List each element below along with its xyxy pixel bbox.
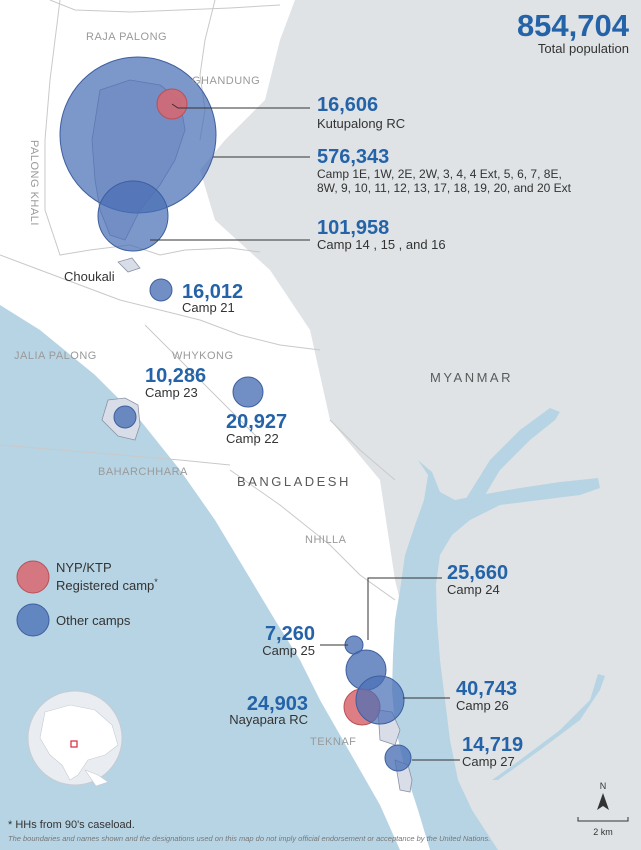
legend-other-label: Other camps <box>56 613 131 628</box>
camp-circle-23 <box>113 405 137 429</box>
camp-name-line1: Camp 1E, 1W, 2E, 2W, 3, 4, 4 Ext, 5, 6, … <box>317 167 562 181</box>
camp-label-21: 16,012 Camp 21 <box>182 281 243 315</box>
country-bangladesh: BANGLADESH <box>237 474 351 489</box>
camp-name: Camp 26 <box>456 698 509 713</box>
camp-value: 40,743 <box>456 678 517 700</box>
region-choukali: Choukali <box>64 269 115 284</box>
camp-name: Camp 27 <box>462 754 515 769</box>
legend-registered-swatch <box>16 560 50 594</box>
region-teknaf: TEKNAF <box>310 736 356 748</box>
naf-river <box>392 460 600 850</box>
camp-name: Camp 25 <box>262 643 315 658</box>
camp-label-27: 14,719 Camp 27 <box>462 734 523 769</box>
camp-name: Camp 14 , 15 , and 16 <box>317 237 446 252</box>
north-arrow-icon: N <box>597 781 609 810</box>
camp-label-kutupalong: 16,606 Kutupalong RC <box>317 94 405 131</box>
country-myanmar: MYANMAR <box>430 370 513 385</box>
svg-text:2 km: 2 km <box>593 827 613 837</box>
camp-value: 14,719 <box>462 734 523 756</box>
legend: NYP/KTP Registered camp* Other camps <box>16 560 158 637</box>
camp-label-25: 7,260 Camp 25 <box>262 623 315 658</box>
camp-name: Nayapara RC <box>229 712 308 727</box>
legend-other-swatch <box>16 603 50 637</box>
camp-name: Camp 23 <box>145 385 198 400</box>
camp-value: 101,958 <box>317 217 389 239</box>
leader-lines <box>150 103 460 761</box>
camp-circle-14-16 <box>97 180 169 252</box>
region-jalia-palong: JALIA PALONG <box>14 350 97 362</box>
total-population-label: Total population <box>538 41 629 56</box>
camp-circle-22 <box>232 376 264 408</box>
camp-value: 24,903 <box>247 693 308 715</box>
svg-text:N: N <box>600 781 607 791</box>
globe-inset <box>27 690 123 787</box>
camp-label-14-16: 101,958 Camp 14 , 15 , and 16 <box>317 217 446 252</box>
camp-label-22: 20,927 Camp 22 <box>226 411 287 446</box>
scale-bar: 2 km <box>577 817 629 837</box>
camp-label-nayapara: 24,903 Nayapara RC <box>229 693 308 727</box>
legend-registered-line1: NYP/KTP <box>56 560 112 575</box>
region-ghandung: GHANDUNG <box>192 75 260 87</box>
total-population-value: 854,704 <box>517 8 630 43</box>
region-palong-khali: PALONG KHALI <box>28 140 40 226</box>
region-nhilla: NHILLA <box>305 534 347 546</box>
camp-name-line2: 8W, 9, 10, 11, 12, 13, 17, 18, 19, 20, a… <box>317 181 572 195</box>
region-whykong: WHYKONG <box>172 350 234 362</box>
camp-circle-26 <box>355 675 405 725</box>
camp-value: 16,606 <box>317 94 378 116</box>
camp-circle-21 <box>149 278 173 302</box>
land-myanmar <box>200 0 641 850</box>
globe-location-marker <box>70 740 78 748</box>
camp-label-23: 10,286 Camp 23 <box>145 365 206 400</box>
region-baharchhara: BAHARCHHARA <box>98 466 188 478</box>
camp-name: Camp 22 <box>226 431 279 446</box>
camp-label-26: 40,743 Camp 26 <box>456 678 517 713</box>
region-raja-palong: RAJA PALONG <box>86 31 167 43</box>
camp-label-24: 25,660 Camp 24 <box>447 562 508 597</box>
boundaries <box>0 0 396 601</box>
camp-value: 7,260 <box>265 623 315 645</box>
camp-value: 10,286 <box>145 365 206 387</box>
camp-value: 20,927 <box>226 411 287 433</box>
river-branch-north <box>462 408 560 520</box>
camp-name: Kutupalong RC <box>317 116 405 131</box>
legend-registered-line2: Registered camp* <box>56 577 158 593</box>
camp-name: Camp 21 <box>182 300 235 315</box>
footnote: * HHs from 90's caseload. <box>8 819 135 831</box>
camp-label-main: 576,343 Camp 1E, 1W, 2E, 2W, 3, 4, 4 Ext… <box>317 146 572 195</box>
camp-circle-27 <box>384 744 412 772</box>
camp-value: 16,012 <box>182 281 243 303</box>
camp-value: 25,660 <box>447 562 508 584</box>
disclaimer: The boundaries and names shown and the d… <box>8 834 490 843</box>
camp-value: 576,343 <box>317 146 389 168</box>
camp-name: Camp 24 <box>447 582 500 597</box>
camp-circles <box>59 56 412 772</box>
